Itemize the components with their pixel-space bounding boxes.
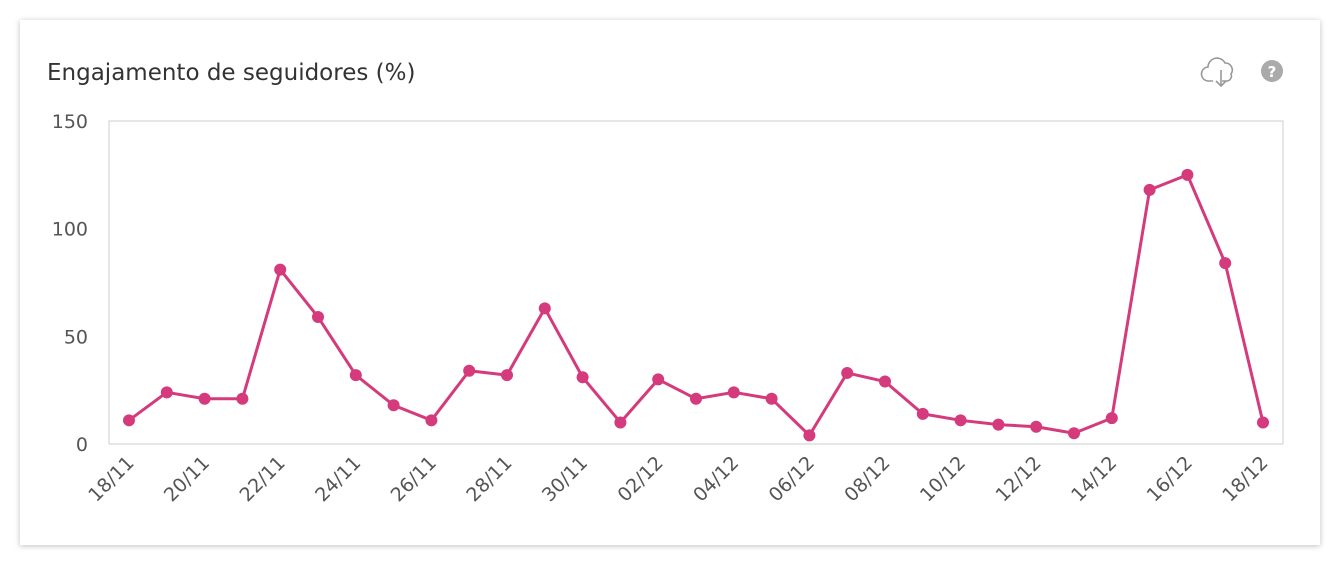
point bbox=[576, 371, 589, 384]
point bbox=[1030, 420, 1043, 433]
point bbox=[916, 407, 929, 420]
point bbox=[312, 310, 324, 323]
point bbox=[690, 392, 702, 405]
point bbox=[160, 386, 173, 399]
point bbox=[123, 414, 135, 427]
point bbox=[1257, 416, 1269, 429]
point bbox=[992, 418, 1005, 431]
plot-border bbox=[108, 120, 1284, 445]
y-tick-label: 50 bbox=[64, 326, 88, 348]
y-tick-label: 150 bbox=[52, 111, 88, 133]
point bbox=[879, 375, 891, 388]
point bbox=[765, 392, 778, 405]
point bbox=[954, 414, 967, 427]
card bbox=[20, 20, 1320, 545]
point bbox=[538, 302, 551, 315]
download-icon[interactable] bbox=[1200, 57, 1234, 88]
point bbox=[198, 392, 211, 405]
point bbox=[1068, 427, 1080, 440]
point bbox=[501, 369, 513, 382]
point bbox=[425, 414, 438, 427]
point bbox=[236, 392, 249, 405]
y-tick-label: 100 bbox=[52, 219, 88, 241]
point bbox=[841, 366, 854, 379]
point bbox=[387, 399, 400, 412]
point bbox=[1105, 412, 1118, 425]
point bbox=[1219, 257, 1232, 270]
chart-title: Engajamento de seguidores (%) bbox=[47, 60, 415, 86]
point bbox=[349, 369, 362, 382]
point bbox=[652, 373, 665, 386]
help-icon[interactable]: ? bbox=[1261, 60, 1283, 82]
point bbox=[727, 386, 740, 399]
point bbox=[614, 416, 627, 429]
point bbox=[274, 263, 287, 276]
svg-text:?: ? bbox=[1268, 63, 1277, 81]
point bbox=[463, 364, 476, 377]
point bbox=[1181, 168, 1194, 181]
point bbox=[803, 429, 816, 442]
y-tick-label: 0 bbox=[76, 434, 88, 456]
point bbox=[1143, 183, 1156, 196]
